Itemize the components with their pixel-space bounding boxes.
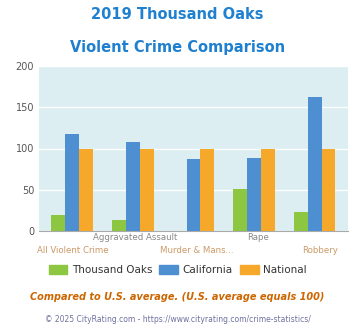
Text: Murder & Mans...: Murder & Mans... <box>160 246 233 255</box>
Text: Aggravated Assault: Aggravated Assault <box>93 233 177 242</box>
Legend: Thousand Oaks, California, National: Thousand Oaks, California, National <box>44 261 311 279</box>
Bar <box>294 212 308 231</box>
Text: 2019 Thousand Oaks: 2019 Thousand Oaks <box>91 7 264 21</box>
Bar <box>140 148 154 231</box>
Text: All Violent Crime: All Violent Crime <box>37 246 109 255</box>
Bar <box>51 215 65 231</box>
Bar <box>233 189 247 231</box>
Text: Rape: Rape <box>247 233 269 242</box>
Bar <box>322 148 335 231</box>
Bar <box>79 148 93 231</box>
Bar <box>308 97 322 231</box>
Bar <box>261 148 275 231</box>
Text: © 2025 CityRating.com - https://www.cityrating.com/crime-statistics/: © 2025 CityRating.com - https://www.city… <box>45 315 310 324</box>
Text: Violent Crime Comparison: Violent Crime Comparison <box>70 40 285 54</box>
Text: Robbery: Robbery <box>302 246 338 255</box>
Text: Compared to U.S. average. (U.S. average equals 100): Compared to U.S. average. (U.S. average … <box>30 292 325 302</box>
Bar <box>247 158 261 231</box>
Bar <box>112 220 126 231</box>
Bar <box>186 159 201 231</box>
Bar <box>201 148 214 231</box>
Bar <box>126 142 140 231</box>
Bar <box>65 134 79 231</box>
